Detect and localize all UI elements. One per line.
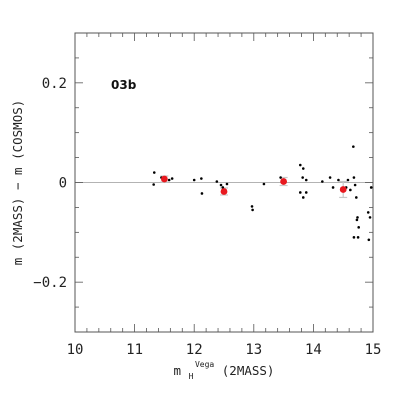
data-point bbox=[301, 196, 305, 199]
data-point bbox=[301, 167, 305, 170]
panel-label: 03b bbox=[111, 78, 137, 92]
binned-mean-point bbox=[339, 186, 347, 193]
x-tick-label: 11 bbox=[126, 342, 143, 358]
y-tick-label: −0.2 bbox=[33, 275, 67, 291]
data-point bbox=[368, 216, 372, 219]
data-point bbox=[262, 182, 266, 186]
data-point bbox=[366, 211, 370, 214]
x-tick-label: 10 bbox=[67, 342, 84, 358]
x-axis-title: m H Vega (2MASS) bbox=[174, 355, 275, 382]
data-point bbox=[331, 186, 335, 189]
data-point bbox=[369, 186, 373, 189]
data-point bbox=[356, 216, 359, 219]
data-point bbox=[352, 236, 356, 239]
y-tick-label: 0.2 bbox=[42, 76, 67, 92]
binned-mean-points bbox=[161, 175, 347, 195]
x-axis-title-superscript: Vega bbox=[195, 360, 214, 369]
y-axis-title: m (2MASS) − m (COSMOS) bbox=[10, 100, 25, 266]
x-tick-label: 13 bbox=[245, 342, 262, 358]
axis-tick-labels: 10 11 12 13 14 15 0.2 0 −0.2 bbox=[33, 76, 381, 358]
data-point bbox=[321, 180, 324, 183]
axis-ticks bbox=[74, 32, 374, 333]
x-tick-label: 14 bbox=[305, 342, 322, 358]
x-tick-label: 15 bbox=[365, 342, 382, 358]
data-point bbox=[355, 196, 358, 199]
data-point bbox=[352, 145, 355, 148]
data-point bbox=[200, 177, 203, 180]
x-axis-title-subscript: H bbox=[189, 372, 194, 381]
data-point bbox=[251, 208, 254, 212]
data-point bbox=[298, 163, 302, 167]
data-point bbox=[192, 178, 196, 182]
data-point bbox=[353, 183, 357, 187]
data-point bbox=[152, 171, 156, 174]
data-point bbox=[167, 178, 171, 182]
x-axis-title-suffix: (2MASS) bbox=[222, 363, 275, 378]
data-point bbox=[337, 178, 340, 182]
data-point bbox=[250, 205, 254, 208]
binned-mean-point bbox=[161, 175, 168, 183]
data-point bbox=[200, 192, 204, 195]
data-point bbox=[355, 218, 359, 222]
data-point bbox=[225, 182, 229, 186]
data-point bbox=[170, 177, 174, 180]
data-point bbox=[357, 226, 360, 229]
data-point bbox=[215, 180, 219, 183]
data-point bbox=[367, 238, 371, 242]
data-point bbox=[352, 176, 356, 179]
data-point bbox=[349, 188, 352, 192]
x-tick-label: 12 bbox=[186, 342, 203, 358]
scatter-points bbox=[152, 145, 373, 242]
data-point bbox=[304, 178, 308, 182]
binned-mean-point bbox=[220, 188, 228, 195]
data-point bbox=[298, 191, 302, 194]
data-point bbox=[301, 176, 304, 179]
data-point bbox=[356, 236, 360, 239]
data-point bbox=[219, 183, 223, 187]
data-point bbox=[304, 191, 308, 194]
data-point bbox=[279, 176, 282, 179]
binned-mean-point bbox=[280, 178, 287, 185]
data-point bbox=[328, 176, 332, 179]
data-point bbox=[152, 183, 155, 186]
y-tick-label: 0 bbox=[59, 176, 67, 192]
data-point bbox=[346, 178, 350, 182]
x-axis-title-base: m bbox=[174, 363, 182, 378]
